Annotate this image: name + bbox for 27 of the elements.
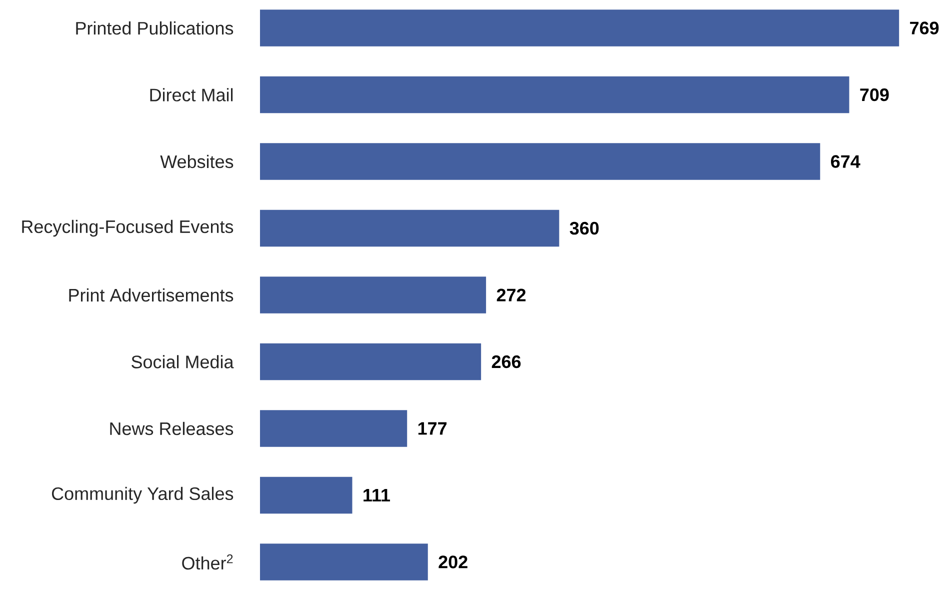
y-tick-label: Community Yard Sales (52, 486, 234, 504)
bar (260, 343, 482, 380)
data-label: 266 (492, 355, 521, 368)
y-tick-label: Direct Mail (150, 88, 233, 102)
bar (260, 76, 850, 114)
data-label: 111 (364, 489, 390, 502)
data-label: 769 (910, 22, 939, 34)
bar (260, 410, 408, 447)
y-tick-label: News Releases (110, 422, 234, 436)
data-label: 202 (438, 556, 468, 568)
y-tick-label: Other$^{2}$ (182, 554, 233, 570)
y-tick-label: Printed Publications (76, 21, 234, 35)
y-tick-label: Websites (160, 154, 234, 168)
data-label: 674 (830, 155, 860, 168)
data-label: 360 (570, 222, 599, 235)
data-label: 709 (860, 88, 889, 102)
bar (260, 210, 560, 247)
bar (260, 544, 428, 580)
y-tick-label: Print Advertisements (69, 288, 234, 302)
data-label: 272 (496, 288, 526, 302)
bar (260, 143, 820, 180)
y-tick-label: Social Media (132, 355, 234, 368)
bar (260, 10, 900, 46)
y-tick-label: Recycling-Focused Events (22, 220, 234, 237)
bar (260, 476, 352, 514)
data-label: 177 (418, 422, 447, 435)
bar (260, 276, 486, 314)
